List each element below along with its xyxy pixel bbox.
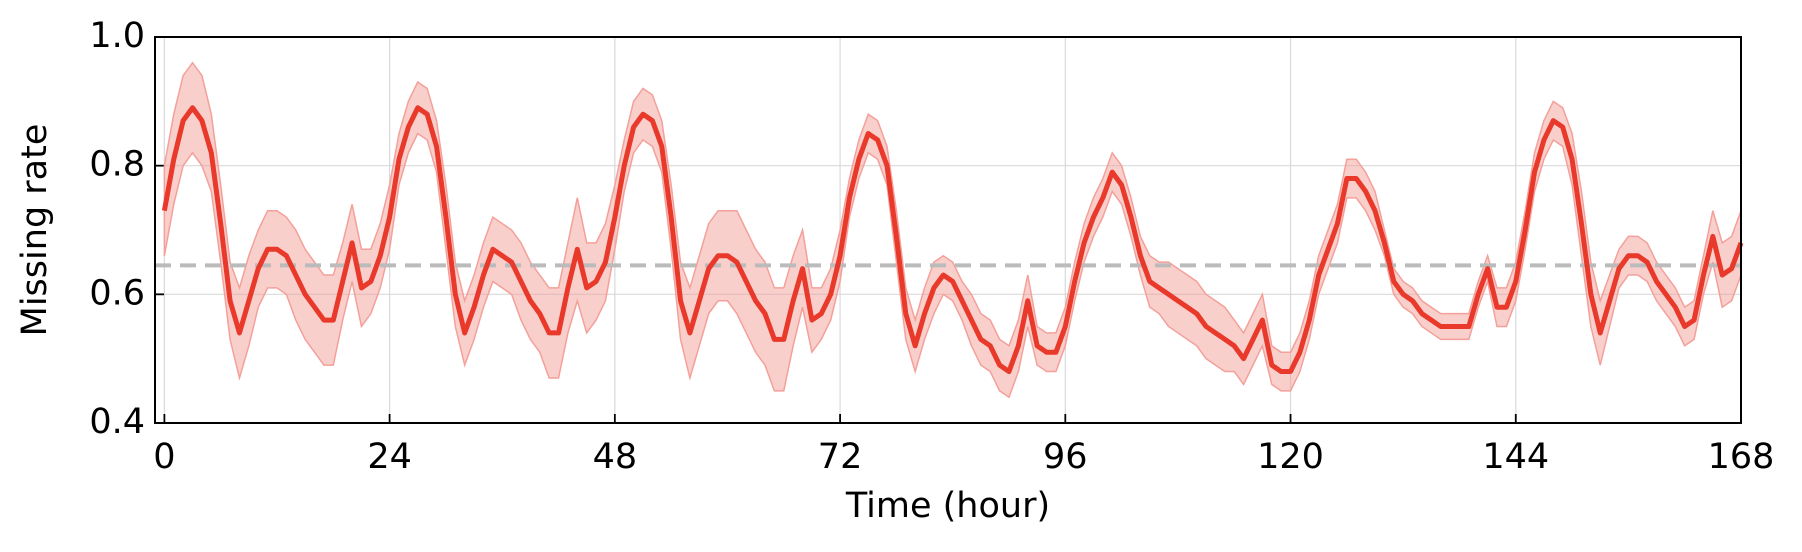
error-band (163, 61, 1742, 399)
x-tick-label: 168 (1708, 437, 1775, 477)
x-tick-label: 24 (367, 437, 412, 477)
y-tick-label: 0.6 (89, 273, 145, 313)
plot-frame (154, 36, 1742, 424)
x-tick-label: 120 (1257, 437, 1324, 477)
y-tick-label: 0.4 (89, 402, 145, 442)
x-tick-label: 48 (593, 437, 638, 477)
x-tick-label: 96 (1043, 437, 1088, 477)
x-tick-label: 144 (1482, 437, 1549, 477)
y-tick-label: 0.8 (89, 145, 145, 185)
y-axis-label: Missing rate (15, 124, 55, 337)
x-tick-label: 0 (153, 437, 175, 477)
x-axis-label: Time (hour) (845, 486, 1050, 526)
x-tick-label: 72 (818, 437, 863, 477)
y-tick-label: 1.0 (89, 16, 145, 56)
line (161, 105, 1744, 375)
